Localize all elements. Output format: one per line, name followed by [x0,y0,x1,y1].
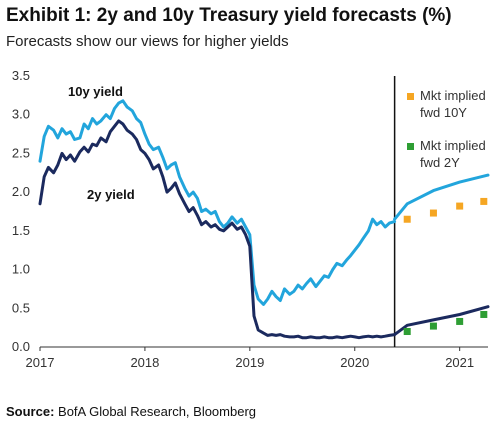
y-tick-label-7: 3.5 [12,68,30,83]
marker-fwd-10y-0 [403,215,411,223]
series-line-10y-yield [38,99,397,306]
marker-fwd-10y-1 [429,209,437,217]
y-tick-label-4: 2.0 [12,184,30,199]
y-tick-label-6: 3.0 [12,107,30,122]
y-tick-label-2: 1.0 [12,262,30,277]
label-10y-yield: 10y yield [68,84,123,99]
legend-line2-0: fwd 10Y [420,105,467,120]
legend-line1-0: Mkt implied [420,88,486,103]
series-line-2y-yield [38,119,397,340]
source-text: BofA Global Research, Bloomberg [54,404,257,419]
series-line-10y-forecast [393,173,490,221]
x-tick-label-1: 2018 [130,355,159,370]
x-tick-label-3: 2020 [340,355,369,370]
x-tick-label-2: 2019 [235,355,264,370]
x-tick-label-4: 2021 [445,355,474,370]
label-2y-yield: 2y yield [87,187,135,202]
y-tick-label-3: 1.5 [12,223,30,238]
marker-fwd-10y-2 [456,202,464,210]
y-tick-label-1: 0.5 [12,300,30,315]
marker-fwd-2y-0 [403,328,411,336]
x-tick-label-0: 2017 [26,355,55,370]
marker-fwd-2y-2 [456,317,464,325]
chart-subtitle: Forecasts show our views for higher yiel… [6,33,289,50]
legend-swatch-1 [407,143,414,150]
legend-line1-1: Mkt implied [420,138,486,153]
legend-line2-1: fwd 2Y [420,155,460,170]
y-tick-label-5: 2.5 [12,145,30,160]
source-label: Source: [6,404,55,419]
marker-fwd-2y-1 [429,322,437,330]
y-tick-label-0: 0.0 [12,339,30,354]
series-line-2y-forecast [393,305,490,337]
legend-swatch-0 [407,93,414,100]
source-note: Source: BofA Global Research, Bloomberg [6,404,256,419]
marker-fwd-2y-3 [480,310,488,318]
marker-fwd-10y-3 [480,197,488,205]
chart-title: Exhibit 1: 2y and 10y Treasury yield for… [6,5,452,26]
